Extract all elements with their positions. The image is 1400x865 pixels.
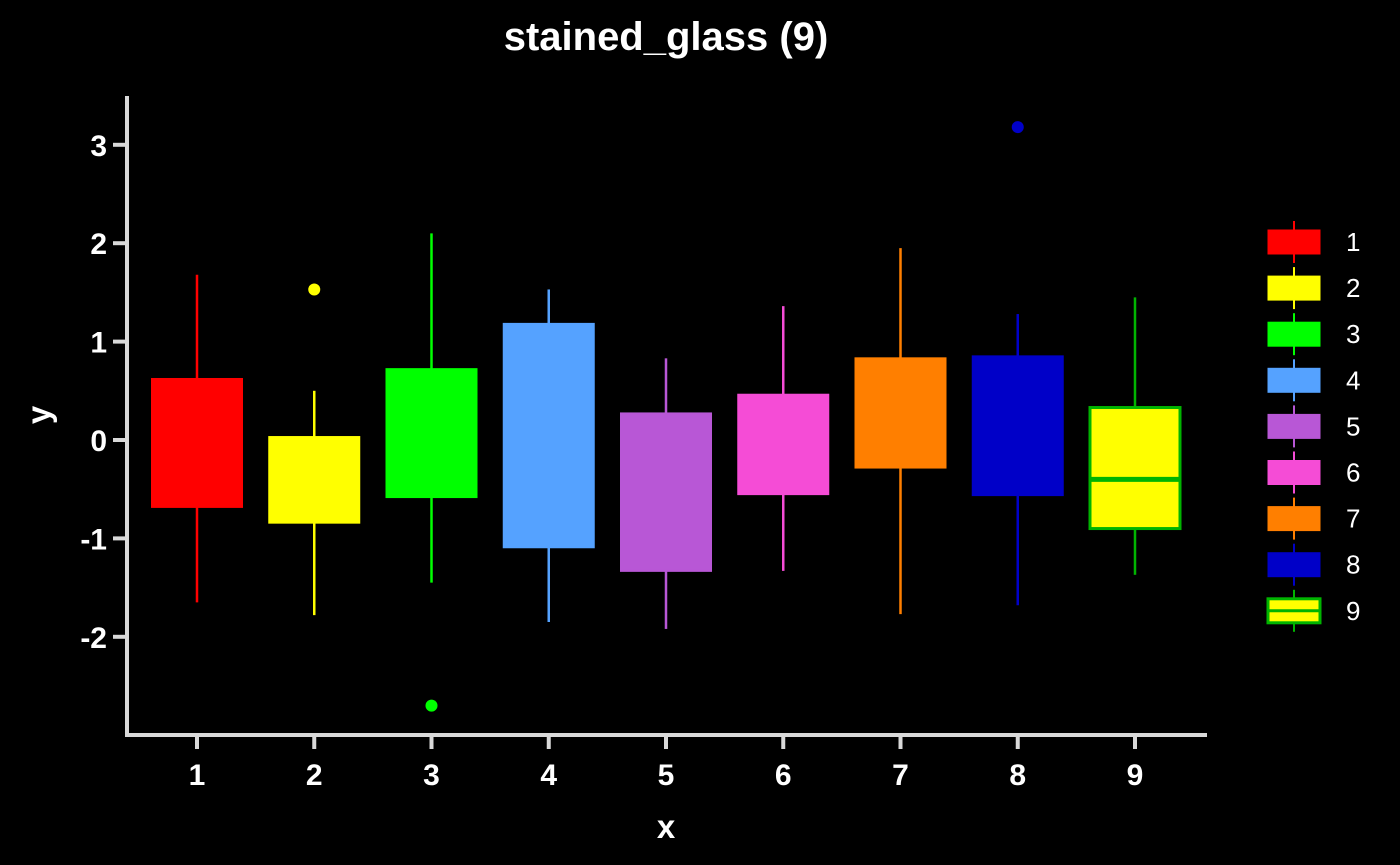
plot-area: -2 -1 0 1 2 3 1 2 3 4 5 6 7 8 9: [80, 96, 1207, 792]
box-group-4: [502, 289, 595, 623]
legend-label: 3: [1346, 319, 1360, 349]
x-tick-label: 3: [423, 759, 440, 792]
box-group-8: [971, 121, 1064, 606]
x-tick-label: 7: [892, 759, 909, 792]
legend-key: [1267, 506, 1321, 532]
box: [385, 368, 478, 499]
legend-label: 1: [1346, 227, 1360, 257]
outlier-point: [425, 699, 438, 712]
legend-key: [1267, 552, 1321, 578]
legend-key: [1267, 413, 1321, 439]
legend-label: 9: [1346, 596, 1360, 626]
box: [971, 355, 1064, 497]
y-axis-label: y: [20, 405, 57, 424]
box: [854, 357, 947, 469]
x-tick-label: 1: [189, 759, 206, 792]
box-group-2: [268, 283, 361, 616]
box-group-3: [385, 233, 478, 712]
legend-item-1: 1: [1267, 221, 1360, 263]
y-tick-label: -2: [80, 622, 107, 655]
x-tick-label: 9: [1127, 759, 1144, 792]
legend-item-3: 3: [1267, 313, 1360, 356]
y-tick-label: 1: [90, 327, 107, 360]
legend-label: 7: [1346, 504, 1360, 534]
box-group-9: [1088, 297, 1182, 575]
box: [151, 377, 243, 508]
legend-key: [1267, 321, 1321, 347]
legend-item-7: 7: [1267, 497, 1360, 540]
x-tick-label: 8: [1009, 759, 1026, 792]
legend: 1 2 3 4 5 6 7 8 9: [1266, 221, 1360, 632]
y-tick-label: -1: [80, 523, 107, 556]
x-tick-label: 4: [540, 759, 557, 792]
y-tick-label: 0: [90, 425, 107, 458]
legend-key: [1267, 275, 1321, 301]
y-tick-label: 3: [90, 130, 107, 163]
chart-title: stained_glass (9): [504, 15, 829, 59]
box: [268, 436, 361, 524]
legend-item-4: 4: [1267, 359, 1360, 402]
legend-key: [1267, 229, 1321, 255]
box-group-5: [620, 358, 712, 629]
y-tick-label: 2: [90, 228, 107, 261]
legend-key: [1267, 367, 1321, 393]
x-tick-label: 5: [658, 759, 675, 792]
box: [737, 393, 830, 496]
legend-item-5: 5: [1267, 405, 1360, 448]
outlier-point: [308, 283, 321, 296]
box-group-7: [854, 248, 947, 615]
legend-label: 5: [1346, 411, 1360, 441]
box-group-1: [151, 274, 243, 603]
outlier-point: [1011, 121, 1024, 134]
legend-item-6: 6: [1267, 451, 1360, 494]
legend-label: 2: [1346, 273, 1360, 303]
legend-key: [1267, 460, 1321, 485]
box: [502, 322, 595, 549]
legend-label: 4: [1346, 365, 1360, 395]
legend-item-2: 2: [1267, 267, 1360, 310]
box-group-6: [737, 306, 830, 571]
box: [620, 412, 712, 572]
box: [1088, 406, 1182, 531]
legend-item-9: 9: [1266, 589, 1360, 632]
legend-label: 6: [1346, 458, 1360, 488]
x-tick-label: 6: [775, 759, 792, 792]
x-tick-label: 2: [306, 759, 323, 792]
legend-label: 8: [1346, 550, 1360, 580]
x-axis-label: x: [657, 808, 676, 845]
legend-item-8: 8: [1267, 543, 1360, 586]
